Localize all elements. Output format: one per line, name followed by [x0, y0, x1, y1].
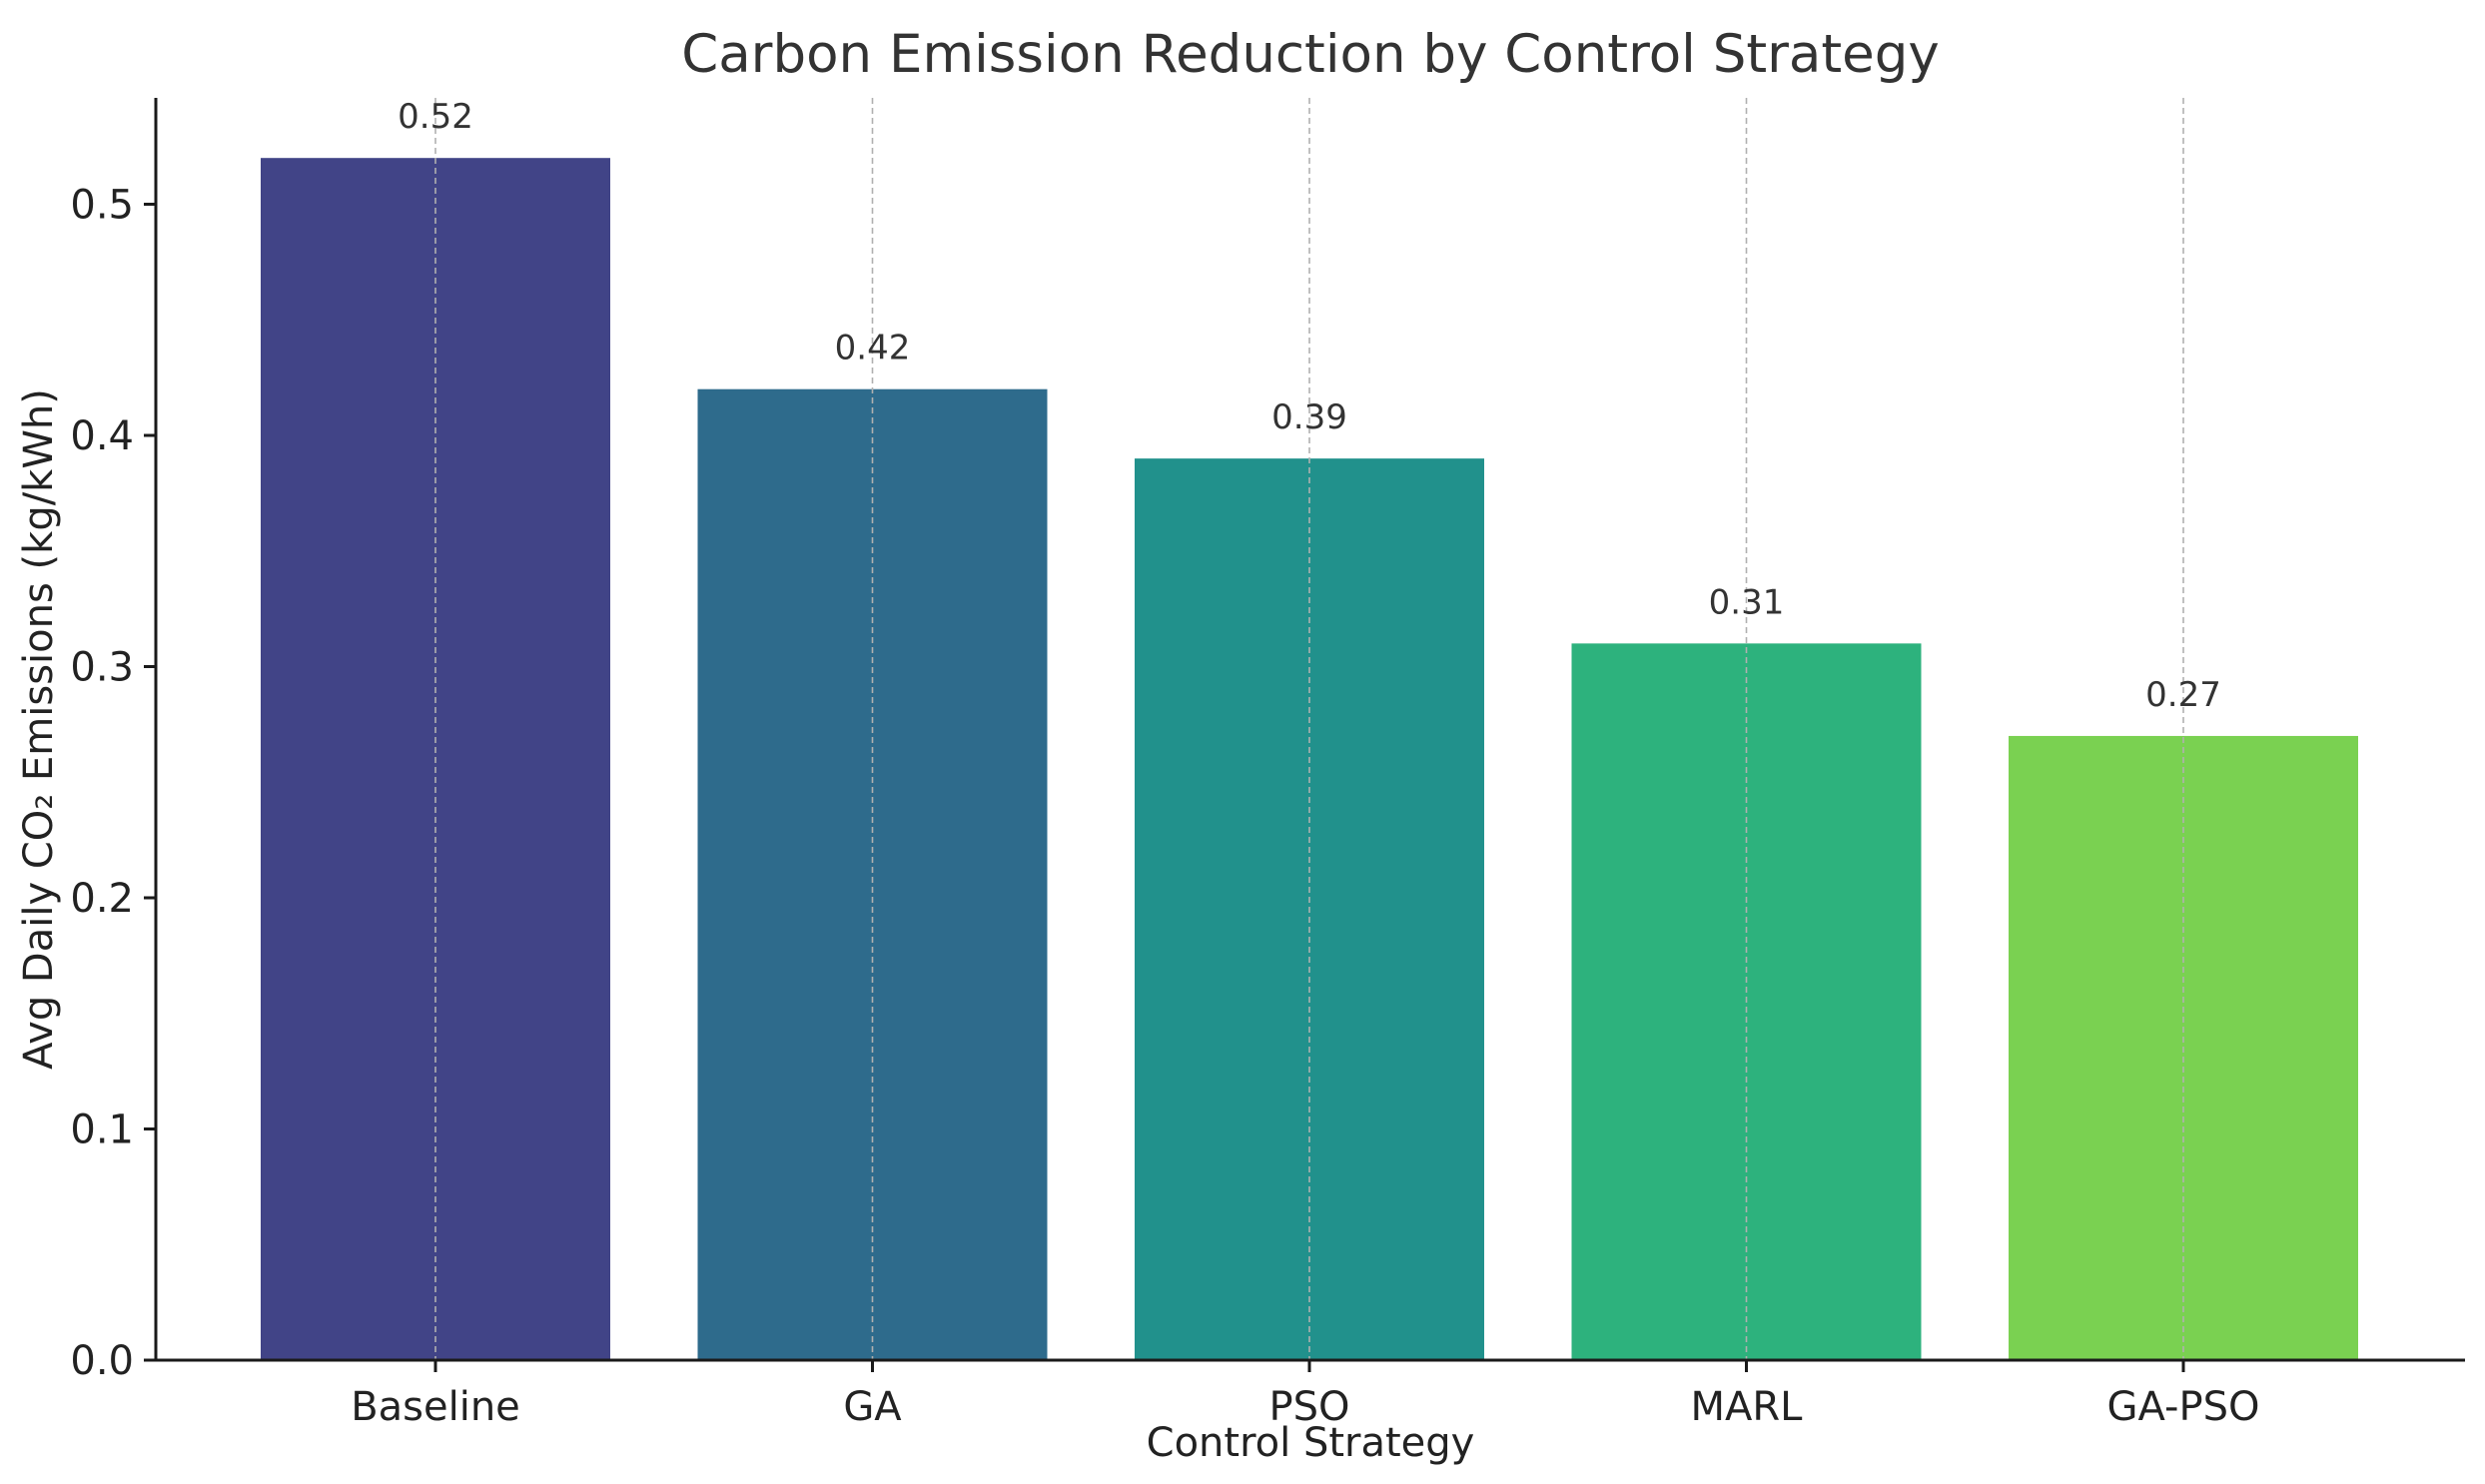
- data-label-baseline: 0.52: [398, 97, 473, 137]
- y-tick-label: 0.0: [70, 1338, 134, 1384]
- y-tick-label: 0.2: [70, 876, 134, 922]
- data-labels: 0.52 0.42 0.39 0.31 0.27: [398, 97, 2221, 715]
- bar-ga: [697, 388, 1048, 1360]
- x-tick-label-ga-pso: GA-PSO: [2107, 1384, 2260, 1430]
- x-axis-title: Control Strategy: [1147, 1420, 1475, 1466]
- chart-title: Carbon Emission Reduction by Control Str…: [681, 24, 1940, 85]
- data-label-ga-pso: 0.27: [2145, 675, 2221, 715]
- x-tick-label-ga: GA: [843, 1384, 902, 1430]
- y-axis-title: Avg Daily CO₂ Emissions (kg/kWh): [16, 388, 62, 1070]
- y-tick-label: 0.4: [70, 413, 134, 459]
- data-label-pso: 0.39: [1271, 397, 1347, 437]
- data-label-marl: 0.31: [1709, 582, 1785, 622]
- x-tick-label-marl: MARL: [1691, 1384, 1804, 1430]
- y-tick-label: 0.5: [70, 182, 134, 228]
- x-ticks: Baseline GA PSO MARL GA-PSO: [351, 1360, 2259, 1430]
- y-tick-label: 0.3: [70, 644, 134, 690]
- y-ticks: 0.0 0.1 0.2 0.3 0.4 0.5: [70, 182, 156, 1384]
- y-tick-label: 0.1: [70, 1107, 134, 1152]
- vertical-grid-layer: [434, 98, 2184, 1360]
- data-label-ga: 0.42: [835, 329, 911, 369]
- x-tick-label-baseline: Baseline: [351, 1384, 520, 1430]
- x-tick-label-pso: PSO: [1269, 1384, 1350, 1430]
